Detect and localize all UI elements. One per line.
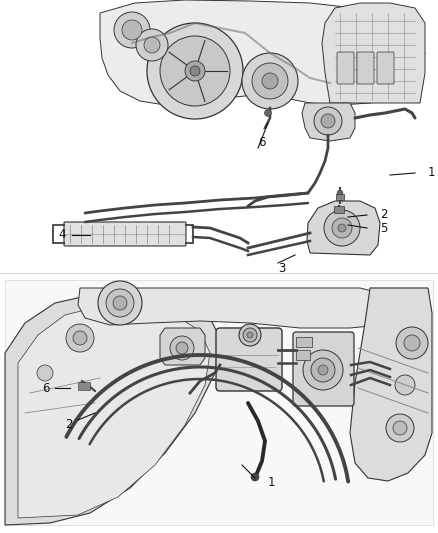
Circle shape (73, 331, 87, 345)
Circle shape (265, 109, 272, 117)
Circle shape (262, 73, 278, 89)
Circle shape (321, 114, 335, 128)
FancyBboxPatch shape (357, 52, 374, 84)
Polygon shape (307, 201, 380, 255)
Circle shape (66, 324, 94, 352)
Circle shape (170, 336, 194, 360)
Text: 5: 5 (380, 222, 387, 235)
FancyBboxPatch shape (293, 332, 354, 406)
Circle shape (311, 358, 335, 382)
Circle shape (324, 210, 360, 246)
Bar (296, 350, 310, 360)
Circle shape (114, 12, 150, 48)
Circle shape (252, 63, 288, 99)
Circle shape (386, 414, 414, 442)
Circle shape (160, 36, 230, 106)
Circle shape (247, 332, 253, 338)
Circle shape (113, 296, 127, 310)
FancyBboxPatch shape (377, 52, 394, 84)
Circle shape (106, 289, 134, 317)
Bar (336, 194, 344, 200)
Circle shape (185, 61, 205, 81)
Circle shape (98, 281, 142, 325)
Circle shape (314, 107, 342, 135)
Polygon shape (322, 3, 425, 103)
Circle shape (251, 473, 259, 481)
Circle shape (176, 342, 188, 354)
Text: 2: 2 (380, 208, 388, 222)
Circle shape (147, 23, 243, 119)
Circle shape (318, 365, 328, 375)
Circle shape (144, 37, 160, 53)
Bar (78, 382, 90, 390)
Polygon shape (5, 293, 220, 525)
FancyBboxPatch shape (5, 280, 433, 525)
Polygon shape (302, 103, 355, 141)
Circle shape (338, 224, 346, 232)
Text: 1: 1 (428, 166, 435, 180)
FancyBboxPatch shape (216, 328, 282, 391)
Circle shape (136, 29, 168, 61)
Text: 2: 2 (65, 418, 73, 432)
Polygon shape (160, 328, 205, 365)
Circle shape (242, 53, 298, 109)
Bar (334, 206, 344, 213)
Polygon shape (100, 0, 425, 105)
Text: 1: 1 (268, 477, 276, 489)
Text: 4: 4 (58, 229, 66, 241)
FancyBboxPatch shape (337, 52, 354, 84)
Circle shape (190, 66, 200, 76)
Circle shape (243, 328, 257, 342)
Text: 3: 3 (278, 262, 286, 274)
Polygon shape (350, 288, 432, 481)
Text: 6: 6 (258, 136, 265, 149)
Circle shape (404, 335, 420, 351)
Polygon shape (18, 305, 210, 518)
Circle shape (303, 350, 343, 390)
Polygon shape (78, 288, 400, 328)
Circle shape (239, 324, 261, 346)
Circle shape (395, 375, 415, 395)
Circle shape (332, 218, 352, 238)
Bar (296, 337, 312, 347)
Circle shape (122, 20, 142, 40)
Circle shape (393, 421, 407, 435)
Circle shape (396, 327, 428, 359)
FancyBboxPatch shape (64, 222, 186, 246)
Circle shape (337, 190, 343, 196)
Text: 6: 6 (42, 382, 49, 394)
Circle shape (37, 365, 53, 381)
